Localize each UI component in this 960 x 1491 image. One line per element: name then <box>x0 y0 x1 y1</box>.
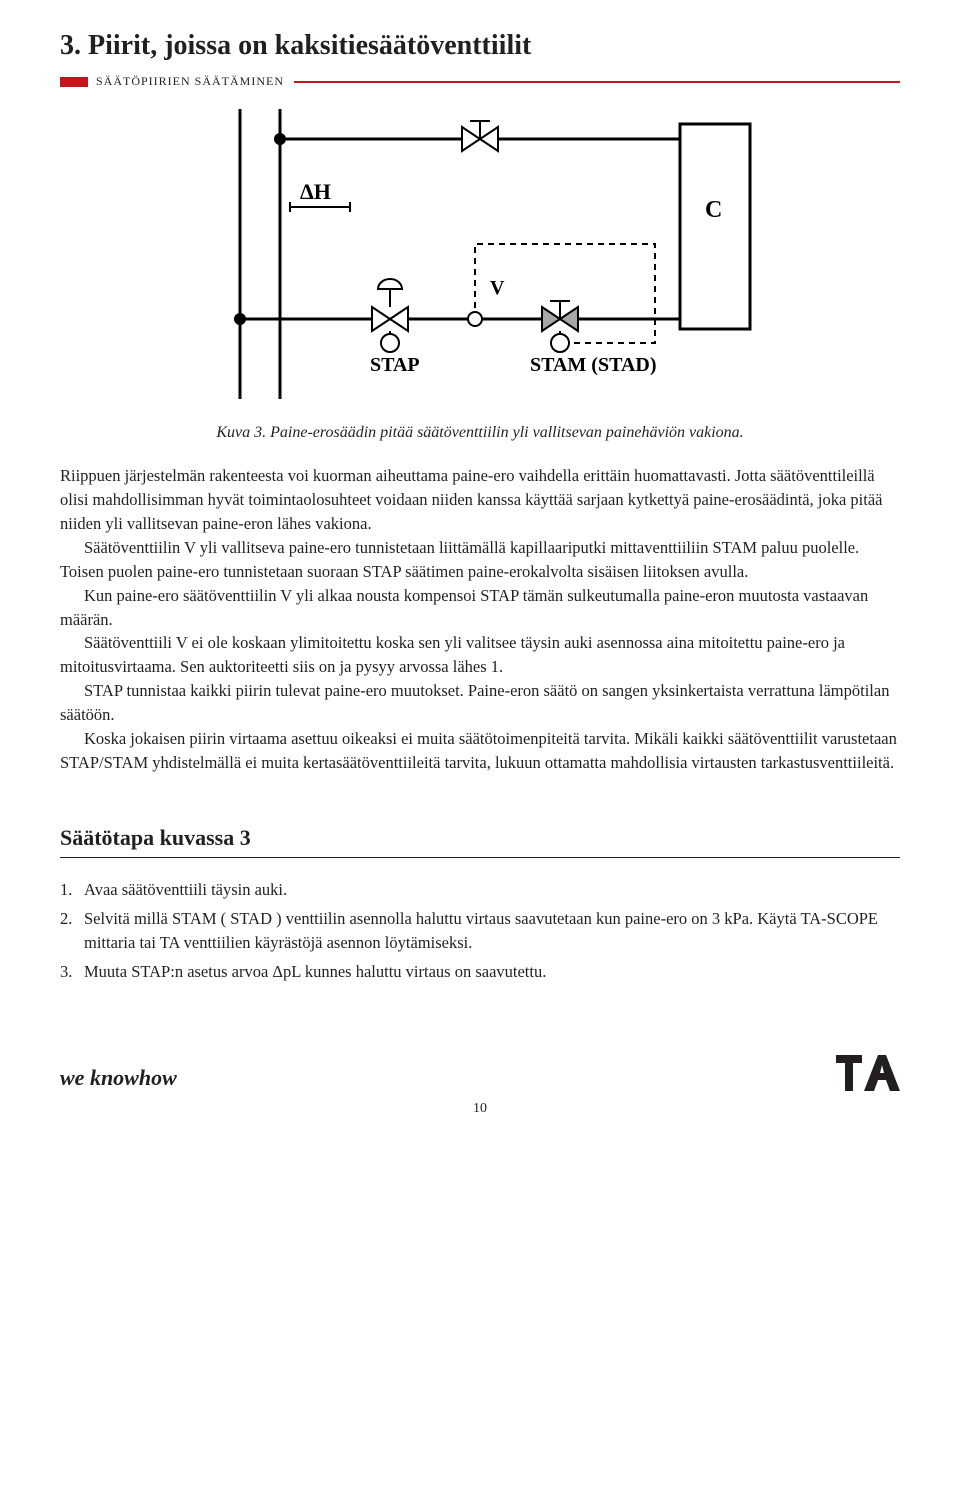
step-3-text: Muuta STAP:n asetus arvoa ΔpL kunnes hal… <box>84 960 546 985</box>
paragraph-5: STAP tunnistaa kaikki piirin tulevat pai… <box>60 679 900 727</box>
red-block-decoration <box>60 77 88 87</box>
page-number: 10 <box>60 1101 900 1117</box>
footer-slogan: we knowhow <box>60 1065 177 1091</box>
divider-line <box>60 857 900 858</box>
subtitle-row: SÄÄTÖPIIRIEN SÄÄTÄMINEN <box>60 74 900 89</box>
step-3: 3. Muuta STAP:n asetus arvoa ΔpL kunnes … <box>60 960 900 985</box>
ta-logo-icon <box>836 1055 900 1091</box>
section-heading: Säätötapa kuvassa 3 <box>60 825 900 851</box>
paragraph-6: Koska jokaisen piirin virtaama asettuu o… <box>60 727 900 775</box>
footer-row: we knowhow <box>60 1055 900 1091</box>
red-line-decoration <box>294 81 900 83</box>
paragraph-1: Riippuen järjestelmän rakenteesta voi ku… <box>60 464 900 536</box>
c-label: C <box>705 197 722 223</box>
step-1: 1. Avaa säätöventtiili täysin auki. <box>60 878 900 903</box>
figure-caption: Kuva 3. Paine-erosäädin pitää säätöventt… <box>60 424 900 442</box>
subtitle-text: SÄÄTÖPIIRIEN SÄÄTÄMINEN <box>96 74 284 89</box>
step-1-num: 1. <box>60 878 84 903</box>
paragraph-3: Kun paine-ero säätöventtiilin V yli alka… <box>60 584 900 632</box>
paragraph-2: Säätöventtiilin V yli vallitseva paine-e… <box>60 536 900 584</box>
circuit-diagram: ΔH STAP V S <box>200 109 760 399</box>
steps-list: 1. Avaa säätöventtiili täysin auki. 2. S… <box>60 878 900 985</box>
page-title: 3. Piirit, joissa on kaksitiesäätöventti… <box>60 30 900 62</box>
step-2-text: Selvitä millä STAM ( STAD ) venttiilin a… <box>84 907 900 957</box>
step-3-num: 3. <box>60 960 84 985</box>
paragraph-4: Säätöventtiili V ei ole koskaan ylimitoi… <box>60 631 900 679</box>
step-2-num: 2. <box>60 907 84 957</box>
diagram-container: ΔH STAP V S <box>60 109 900 404</box>
v-label: V <box>490 277 505 299</box>
stap-label: STAP <box>370 354 420 376</box>
stam-label: STAM (STAD) <box>530 354 656 376</box>
body-text: Riippuen järjestelmän rakenteesta voi ku… <box>60 464 900 775</box>
step-2: 2. Selvitä millä STAM ( STAD ) venttiili… <box>60 907 900 957</box>
step-1-text: Avaa säätöventtiili täysin auki. <box>84 878 287 903</box>
dh-label: ΔH <box>300 179 331 204</box>
